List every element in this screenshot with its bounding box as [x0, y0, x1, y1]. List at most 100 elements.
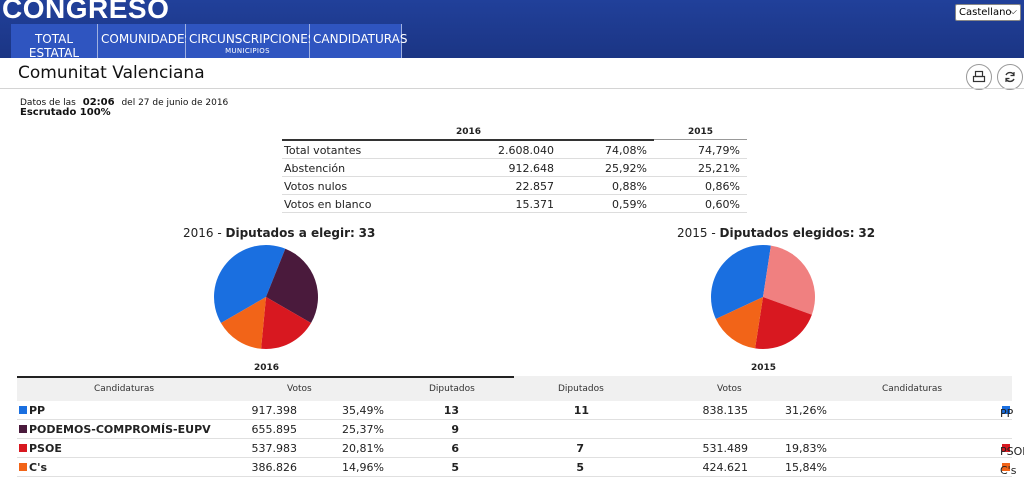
tab-candidaturas[interactable]: CANDIDATURAS [310, 24, 407, 58]
party-cell: PP [19, 404, 45, 417]
summary-label: Votos en blanco [284, 198, 372, 211]
party-cell: PODEMOS-COMPROMÍS-EUPV [19, 423, 211, 436]
main-nav: TOTAL ESTATAL COMUNIDADES CIRCUNSCRIPCIO… [11, 24, 407, 60]
party-swatch [1002, 406, 1010, 414]
summary-header-2015: 2015 [688, 127, 714, 137]
summary-row: Votos nulos 22.857 0,88% 0,86% [282, 177, 747, 195]
party-name-2015: PSOE [1000, 445, 1024, 458]
seats-2015-cell: 5 [576, 461, 584, 474]
language-value: Castellano [959, 7, 1012, 18]
summary-votes: 22.857 [515, 180, 555, 193]
seats-2015-cell: 11 [573, 404, 589, 417]
party-cell: PSOE [19, 442, 62, 455]
party-swatch [19, 425, 27, 433]
party-cell: C's [19, 461, 47, 474]
votes-2015-cell: 424.621 [702, 461, 749, 474]
pie-title-sep: - [213, 226, 226, 240]
tab-comunidades[interactable]: COMUNIDADES [98, 24, 192, 58]
pie-title-colon: : [350, 226, 355, 240]
summary-row: Abstención 912.648 25,92% 25,21% [282, 159, 747, 177]
party-2015-cell: C's [1000, 461, 1016, 477]
pct-2015-cell: 31,26% [785, 404, 827, 417]
party-name: PSOE [29, 442, 62, 455]
summary-row: Total votantes 2.608.040 74,08% 74,79% [282, 141, 747, 159]
votes-cell: 386.826 [251, 461, 298, 474]
pie-slice-pp [711, 245, 771, 319]
summary-votes: 2.608.040 [498, 144, 554, 157]
summary-pct-2015: 74,79% [698, 144, 740, 157]
votes-cell: 537.983 [251, 442, 298, 455]
print-button[interactable] [966, 64, 992, 90]
chevron-down-icon: ⌵ [1009, 6, 1017, 17]
summary-pct-2016: 0,59% [612, 198, 647, 211]
refresh-icon [1005, 71, 1015, 83]
col-diputados: Diputados [429, 384, 475, 394]
seats-2015-cell: 7 [576, 442, 584, 455]
pie-caption-2016: 2016 [254, 363, 280, 373]
seats-cell: 9 [451, 423, 459, 436]
seats-cell: 6 [451, 442, 459, 455]
tab-total-estatal[interactable]: TOTAL ESTATAL [11, 24, 98, 60]
party-swatch [19, 444, 27, 452]
tab-circunscripciones[interactable]: CIRCUNSCRIPCIONES MUNICIPIOS [186, 24, 315, 58]
tab-sublabel: MUNICIPIOS [225, 47, 270, 55]
table-row: PP 917.398 35,49% 13 11 838.135 31,26% P… [17, 401, 1013, 420]
pct-cell: 14,96% [342, 461, 384, 474]
summary-label: Total votantes [284, 144, 362, 157]
party-swatch [1002, 444, 1010, 452]
pct-cell: 35,49% [342, 404, 384, 417]
summary-pct-2015: 25,21% [698, 162, 740, 175]
pie-title-count: 33 [358, 226, 376, 240]
pie-slice-c-s [220, 297, 266, 349]
tab-label: COMUNIDADES [101, 32, 193, 46]
party-swatch [19, 406, 27, 414]
data-timestamp: Datos de las 02:06 del 27 de junio de 20… [20, 97, 228, 108]
table-row: PSOE 537.983 20,81% 6 7 531.489 19,83% P… [17, 439, 1024, 458]
party-name-2015: C's [1000, 464, 1017, 477]
summary-pct-2015: 0,86% [705, 180, 740, 193]
pie-title-year: 2015 [677, 226, 708, 240]
pie-slice-podemos-comprom-s-eupv [266, 248, 318, 323]
results-header: Candidaturas Votos Diputados Diputados V… [17, 376, 1012, 401]
top-header: CONGRESO TOTAL ESTATAL COMUNIDADES CIRCU… [0, 0, 1024, 60]
pie-title-colon: : [849, 226, 855, 240]
pie-title-year: 2016 [183, 226, 214, 240]
title-divider [0, 88, 1024, 89]
pct-cell: 20,81% [342, 442, 384, 455]
pie-chart-2016 [214, 244, 318, 349]
summary-votes: 15.371 [515, 198, 555, 211]
summary-label: Abstención [284, 162, 346, 175]
pie-slice-psoe [261, 297, 312, 349]
pct-2015-cell: 15,84% [785, 461, 827, 474]
print-icon [972, 70, 986, 83]
pie-chart-2015 [711, 245, 815, 349]
votes-2015-cell: 531.489 [702, 442, 749, 455]
summary-pct-2016: 74,08% [605, 144, 647, 157]
pie-title-label: Diputados elegidos [719, 226, 850, 240]
pie-title-2016: 2016 - Diputados a elegir: 33 [183, 226, 375, 240]
summary-pct-2016: 0,88% [612, 180, 647, 193]
language-select[interactable]: Castellano ⌵ [955, 4, 1021, 21]
summary-header-line-2015 [654, 139, 747, 140]
tab-label: TOTAL ESTATAL [28, 32, 80, 60]
party-name: PP [29, 404, 46, 417]
table-row: C's 386.826 14,96% 5 5 424.621 15,84% C'… [17, 458, 1016, 477]
party-name: PODEMOS-COMPROMÍS-EUPV [29, 423, 211, 436]
seats-cell: 5 [451, 461, 459, 474]
summary-header-2016: 2016 [456, 127, 482, 137]
col-candidaturas-2015: Candidaturas [882, 384, 943, 394]
votes-cell: 917.398 [251, 404, 298, 417]
pie-slice-c-s [715, 297, 763, 349]
tab-label: CANDIDATURAS [313, 32, 408, 46]
refresh-button[interactable] [997, 64, 1023, 90]
pct-2015-cell: 19,83% [785, 442, 827, 455]
table-row: PODEMOS-COMPROMÍS-EUPV 655.895 25,37% 9 [17, 420, 1012, 439]
pie-title-sep: - [707, 226, 720, 240]
scrutiny-status: Escrutado 100% [20, 107, 111, 118]
data-time: 02:06 [82, 97, 115, 108]
brand-title: CONGRESO [2, 0, 170, 24]
data-prefix: Datos de las [20, 98, 76, 108]
col-diputados-2015: Diputados [558, 384, 604, 394]
pct-cell: 25,37% [342, 423, 384, 436]
pie-title-label: Diputados a elegir [225, 226, 350, 240]
